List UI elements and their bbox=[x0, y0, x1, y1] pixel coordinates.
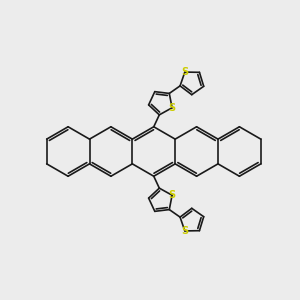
Text: S: S bbox=[181, 226, 188, 236]
Text: S: S bbox=[181, 67, 188, 77]
Text: S: S bbox=[169, 103, 176, 113]
Text: S: S bbox=[169, 190, 176, 200]
